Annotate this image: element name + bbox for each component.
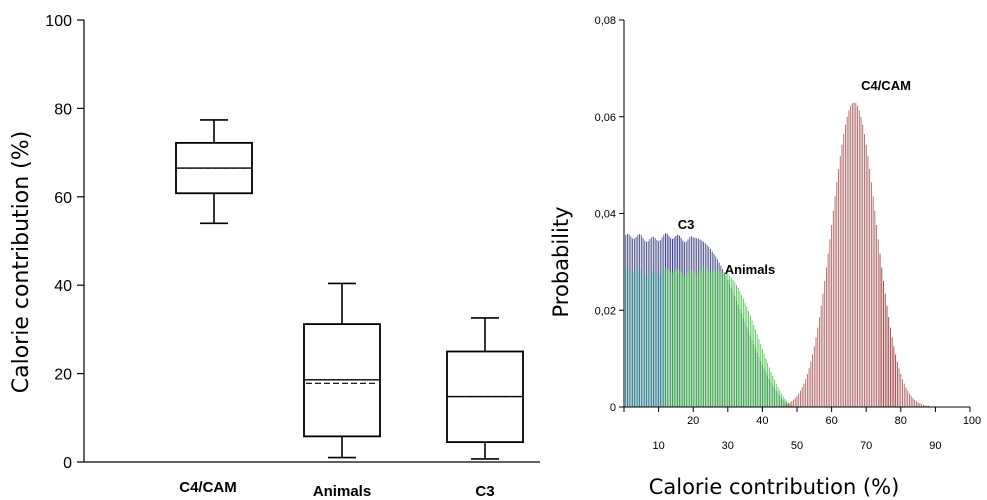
hist-annotation: C3 — [678, 217, 695, 232]
hist-x-axis-label: Calorie contribution (%) — [649, 475, 900, 499]
hist-x-tick-label: 100 — [963, 415, 981, 427]
box-y-axis-label: Calorie contribution (%) — [9, 131, 34, 394]
hist-y-tick-label: 0,06 — [595, 112, 616, 124]
hist-y-tick-label: 0,04 — [595, 209, 616, 221]
hist-x-tick-label: 60 — [825, 415, 837, 427]
box-y-tick-label: 20 — [54, 367, 72, 384]
hist-y-tick-label: 0,02 — [595, 305, 616, 317]
box-y-tick-label: 0 — [63, 455, 72, 472]
series-c4-cam — [779, 102, 929, 407]
hist-x-tick-label: 80 — [895, 415, 907, 427]
box-animals — [303, 282, 381, 459]
hist-x-tick-label: 20 — [687, 415, 699, 427]
hist-y-tick-label: 0 — [610, 402, 616, 414]
hist-x-tick-label: 10 — [652, 440, 664, 452]
hist-y-tick-label: 0,08 — [595, 15, 616, 27]
box-y-tick-label: 100 — [45, 13, 72, 30]
box-y-tick-label: 60 — [54, 190, 72, 207]
box-category-label: Animals — [313, 483, 371, 500]
box-category-label: C4/CAM — [179, 479, 237, 496]
hist-annotation: Animals — [725, 262, 776, 277]
hist-x-tick-label: 40 — [756, 415, 768, 427]
box-y-tick-label: 80 — [54, 101, 72, 118]
box-c3 — [446, 317, 524, 460]
hist-x-tick-label: 30 — [722, 440, 734, 452]
hist-x-tick-label: 90 — [929, 440, 941, 452]
box-plot-panel: 0 20 40 60 80 100 C4/CAM Animals C3 Calorie con… — [9, 13, 540, 500]
hist-annotation: C4/CAM — [861, 78, 911, 93]
hist-x-tick-label: 70 — [860, 440, 872, 452]
series-animals — [625, 266, 793, 407]
hist-y-axis-label: Probability — [549, 206, 573, 317]
box-category-label: C3 — [475, 483, 494, 500]
hist-x-tick-label: 50 — [791, 440, 803, 452]
box-c4-cam — [175, 119, 253, 225]
box-y-tick-label: 40 — [54, 278, 72, 295]
